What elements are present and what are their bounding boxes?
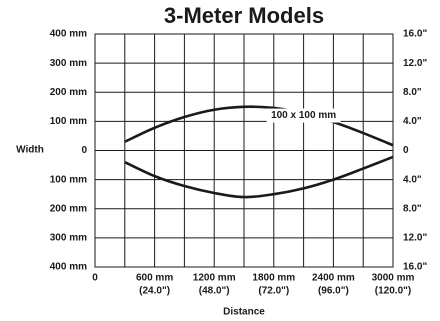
y2-tick-label: 8.0" bbox=[403, 87, 422, 98]
y-tick-label: 200 mm bbox=[50, 203, 87, 214]
y2-tick-label: 0 bbox=[403, 145, 409, 156]
x-tick-sublabel: (72.0") bbox=[258, 286, 289, 297]
y-tick-label: 400 mm bbox=[50, 29, 87, 40]
y-tick-label: 0 bbox=[81, 145, 87, 156]
annotation: 100 x 100 mm bbox=[271, 110, 336, 121]
y-axis-label: Width bbox=[16, 145, 44, 156]
x-axis-label: Distance bbox=[223, 307, 265, 318]
y2-tick-label: 4.0" bbox=[403, 116, 422, 127]
x-tick-label: 1200 mm bbox=[193, 273, 236, 284]
x-tick-sublabel: (24.0") bbox=[139, 286, 170, 297]
y2-tick-label: 16.0" bbox=[403, 262, 427, 273]
chart-title: 3-Meter Models bbox=[164, 3, 324, 28]
y-tick-label: 300 mm bbox=[50, 58, 87, 69]
y2-tick-label: 12.0" bbox=[403, 58, 427, 69]
y-tick-label: 400 mm bbox=[50, 262, 87, 273]
x-tick-label: 3000 mm bbox=[372, 273, 415, 284]
x-tick-sublabel: (96.0") bbox=[318, 286, 349, 297]
y-tick-label: 300 mm bbox=[50, 233, 87, 244]
x-tick-label: 600 mm bbox=[136, 273, 173, 284]
y2-tick-label: 12.0" bbox=[403, 233, 427, 244]
y-tick-label: 200 mm bbox=[50, 87, 87, 98]
beam-curve bbox=[124, 155, 394, 199]
x-tick-sublabel: (120.0") bbox=[375, 286, 411, 297]
y2-tick-label: 8.0" bbox=[403, 203, 422, 214]
beam-curve bbox=[124, 105, 394, 147]
y-tick-label: 100 mm bbox=[50, 174, 87, 185]
x-tick-label: 0 bbox=[92, 273, 98, 284]
x-tick-label: 1800 mm bbox=[252, 273, 295, 284]
annotation-background bbox=[266, 108, 341, 123]
y2-tick-label: 4.0" bbox=[403, 174, 422, 185]
y2-tick-label: 16.0" bbox=[403, 29, 427, 40]
x-tick-label: 2400 mm bbox=[312, 273, 355, 284]
y-tick-label: 100 mm bbox=[50, 116, 87, 127]
x-tick-sublabel: (48.0") bbox=[199, 286, 230, 297]
plot-frame bbox=[94, 33, 394, 268]
